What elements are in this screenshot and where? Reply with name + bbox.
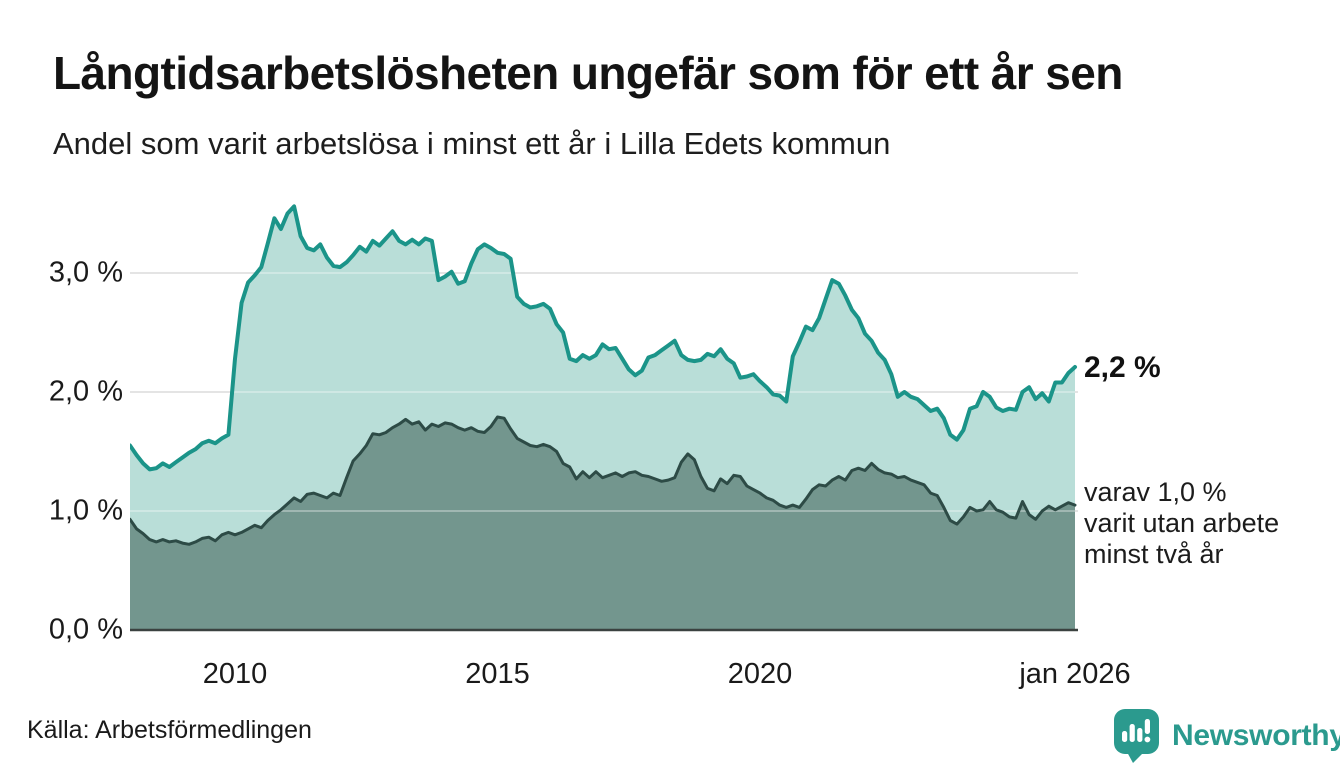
y-tick-label: 0,0 % bbox=[48, 613, 123, 646]
area-fills bbox=[130, 206, 1075, 630]
gridlines-over bbox=[130, 272, 1078, 512]
area-fill bbox=[130, 417, 1075, 630]
y-tick-label: 1,0 % bbox=[48, 494, 123, 527]
area-chart-svg bbox=[130, 204, 1078, 632]
secondary-series-annotation: varav 1,0 % varit utan arbete minst två … bbox=[1084, 477, 1279, 570]
series-lines bbox=[130, 204, 1077, 546]
series-line bbox=[130, 415, 1077, 546]
newsworthy-logo[interactable]: Newsworthy bbox=[1113, 708, 1340, 763]
page-subtitle: Andel som varit arbetslösa i minst ett å… bbox=[53, 126, 891, 161]
source-note: Källa: Arbetsförmedlingen bbox=[27, 716, 312, 744]
end-value-label: 2,2 % bbox=[1084, 351, 1161, 384]
annotation-line: varit utan arbete bbox=[1084, 508, 1280, 538]
series-line bbox=[130, 204, 1077, 472]
x-tick-label: 2015 bbox=[465, 658, 530, 690]
y-tick-label: 2,0 % bbox=[48, 375, 123, 408]
newsworthy-logo-icon bbox=[1114, 709, 1159, 763]
page-title: Långtidsarbetslösheten ungefär som för e… bbox=[53, 47, 1123, 99]
y-tick-label: 3,0 % bbox=[48, 256, 123, 289]
annotation-line: minst två år bbox=[1084, 539, 1224, 569]
x-tick-label: 2010 bbox=[202, 658, 268, 690]
x-tick-label: jan 2026 bbox=[1019, 658, 1131, 690]
x-tick-label: 2020 bbox=[727, 658, 793, 690]
annotation-line: varav 1,0 % bbox=[1084, 477, 1227, 507]
newsworthy-wordmark: Newsworthy bbox=[1172, 718, 1340, 752]
